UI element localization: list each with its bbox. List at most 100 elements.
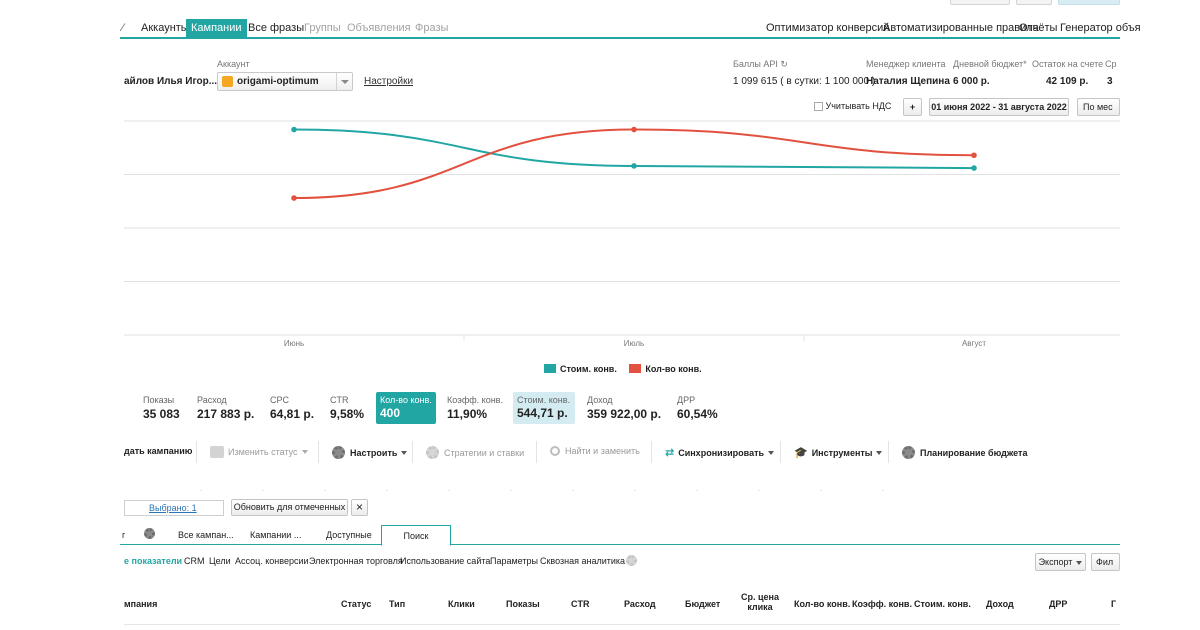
subtab-ecommerce[interactable]: Электронная торговля: [309, 556, 403, 566]
nav-item-reports[interactable]: Отчёты: [1019, 22, 1058, 34]
period-select[interactable]: По мес: [1077, 98, 1120, 116]
conversions-chart: Июнь Июль Август: [124, 120, 1120, 348]
stat-impressions[interactable]: Показы 35 083: [143, 395, 180, 421]
col-spend[interactable]: Расход: [624, 599, 656, 609]
tab-fragment[interactable]: г: [122, 530, 126, 540]
divider: [780, 441, 781, 463]
close-icon[interactable]: ×: [351, 499, 368, 516]
col-fragment[interactable]: Г: [1111, 599, 1117, 609]
stat-spend[interactable]: Расход 217 883 р.: [197, 395, 255, 421]
strategies-button[interactable]: Стратегии и ставки: [426, 446, 524, 459]
update-selected-button[interactable]: Обновить для отмеченных: [231, 499, 348, 516]
account-label: Аккаунт: [217, 59, 250, 69]
tab-search[interactable]: Поиск: [381, 525, 451, 546]
filter-button[interactable]: Фил: [1091, 553, 1120, 571]
subtab-crm[interactable]: CRM: [184, 556, 205, 566]
nav-item-optimizer[interactable]: Оптимизатор конверсий: [766, 22, 890, 34]
stat-revenue[interactable]: Доход 359 922,00 р.: [587, 395, 662, 421]
nav-item-groups[interactable]: Группы: [304, 22, 341, 34]
col-revenue[interactable]: Доход: [986, 599, 1014, 609]
gear-icon: [332, 446, 345, 459]
gear-icon: [426, 446, 439, 459]
divider: [412, 441, 413, 463]
tools-button[interactable]: 🎓 Инструменты: [794, 446, 883, 459]
nav-item-auto-rules[interactable]: Автоматизированные правила: [883, 22, 1039, 34]
add-comparison-button[interactable]: +: [903, 98, 922, 116]
budget-value: 6 000 р.: [953, 76, 990, 87]
tab-all-campaigns[interactable]: Все кампан...: [178, 530, 234, 540]
create-campaign-button[interactable]: дать кампанию: [124, 446, 193, 456]
vat-checkbox[interactable]: [814, 102, 823, 112]
col-drr[interactable]: ДРР: [1049, 599, 1068, 609]
nav-item-phrases[interactable]: Фразы: [415, 22, 449, 34]
sync-button[interactable]: ⇄ Синхронизировать: [665, 446, 775, 459]
search-icon: [550, 446, 560, 456]
subtab-parameters[interactable]: Параметры: [490, 556, 538, 566]
stat-cost-per-conversion[interactable]: Стоим. конв. 544,71 р.: [513, 392, 575, 424]
col-ctr[interactable]: CTR: [571, 599, 590, 609]
col-conversions[interactable]: Кол-во конв.: [794, 599, 851, 609]
stat-conversions[interactable]: Кол-во конв. 400: [376, 392, 436, 424]
stat-drr[interactable]: ДРР 60,54%: [677, 395, 718, 421]
budget-planning-button[interactable]: Планирование бюджета: [902, 446, 1027, 459]
col-type[interactable]: Тип: [389, 599, 406, 609]
chart-point-0: [971, 165, 977, 171]
header-button[interactable]: [1016, 0, 1052, 5]
chevron-down-icon: [336, 73, 352, 90]
nav-item-all-phrases[interactable]: Все фразы: [248, 22, 305, 34]
col-campaign[interactable]: мпания: [124, 599, 158, 609]
col-avg-cpc[interactable]: Ср. цена клика: [741, 592, 779, 612]
api-label: Баллы API: [733, 59, 778, 69]
subtab-goals[interactable]: Цели: [209, 556, 231, 566]
api-value: 1 099 615 ( в сутки: 1 100 000 ): [733, 76, 876, 87]
header-button[interactable]: [950, 0, 1010, 5]
extra-value: 3: [1107, 76, 1113, 87]
chart-point-1: [631, 126, 637, 133]
subtab-main-metrics[interactable]: е показатели: [124, 556, 183, 566]
col-clicks[interactable]: Клики: [448, 599, 475, 609]
configure-button[interactable]: Настроить: [332, 446, 408, 459]
col-conversion-rate[interactable]: Коэфф. конв.: [852, 599, 912, 609]
nav-item-accounts[interactable]: Аккаунты: [141, 22, 189, 34]
refresh-icon[interactable]: ↻: [780, 59, 788, 69]
tab-available[interactable]: Доступные: [326, 530, 372, 540]
subtabs-gear-icon[interactable]: [626, 555, 642, 569]
subtab-assoc-conversions[interactable]: Ассоц. конверсии: [235, 556, 309, 566]
export-button[interactable]: Экспорт: [1035, 553, 1086, 571]
legend-item-count[interactable]: Кол-во конв.: [629, 364, 702, 374]
graduation-cap-icon: 🎓: [794, 447, 808, 459]
tabs-gear-icon[interactable]: [144, 528, 160, 541]
header-button-accent[interactable]: [1058, 0, 1120, 5]
chart-x-label: Июнь: [284, 339, 304, 348]
chart-point-0: [291, 126, 297, 133]
date-range-button[interactable]: 01 июня 2022 - 31 августа 2022: [929, 98, 1069, 116]
nav-item-ad-generator[interactable]: Генератор объя: [1060, 22, 1141, 34]
subtab-e2e-analytics[interactable]: Сквозная аналитика: [540, 556, 626, 566]
campaign-tabs: г Все кампан... Кампании ... Доступные П…: [120, 525, 1120, 546]
selected-count[interactable]: Выбрано: 1: [124, 500, 224, 516]
nav-item-ads[interactable]: Объявления: [347, 22, 411, 34]
settings-link[interactable]: Настройки: [364, 76, 414, 87]
col-status[interactable]: Статус: [341, 599, 372, 609]
col-impressions[interactable]: Показы: [506, 599, 540, 609]
stat-cpc[interactable]: CPC 64,81 р.: [270, 395, 315, 421]
account-select[interactable]: origami-optimum: [217, 72, 353, 91]
nav-item-campaigns[interactable]: Кампании: [186, 19, 247, 37]
tab-campaigns[interactable]: Кампании ...: [250, 530, 302, 540]
manager-value: Наталия Щепина: [866, 76, 950, 87]
change-status-button[interactable]: Изменить статус: [210, 446, 308, 458]
col-cost-per-conversion[interactable]: Стоим. конв.: [914, 599, 971, 609]
chart-x-label: Август: [962, 339, 986, 348]
col-budget[interactable]: Бюджет: [685, 599, 721, 609]
legend-item-cost[interactable]: Стоим. конв.: [544, 364, 617, 374]
find-replace-button[interactable]: Найти и заменить: [550, 446, 640, 456]
chart-point-1: [971, 152, 977, 159]
stat-conversion-rate[interactable]: Коэфф. конв. 11,90%: [447, 395, 503, 421]
chart-x-label: Июль: [624, 339, 644, 348]
chart-point-1: [291, 195, 297, 201]
chart-legend: Стоим. конв. Кол-во конв.: [544, 364, 702, 374]
table-header-divider: [124, 624, 1120, 625]
subtab-site-usage[interactable]: Использование сайта: [400, 556, 491, 566]
stat-ctr[interactable]: CTR 9,58%: [330, 395, 365, 421]
budget-label: Дневной бюджет*: [953, 59, 1027, 69]
